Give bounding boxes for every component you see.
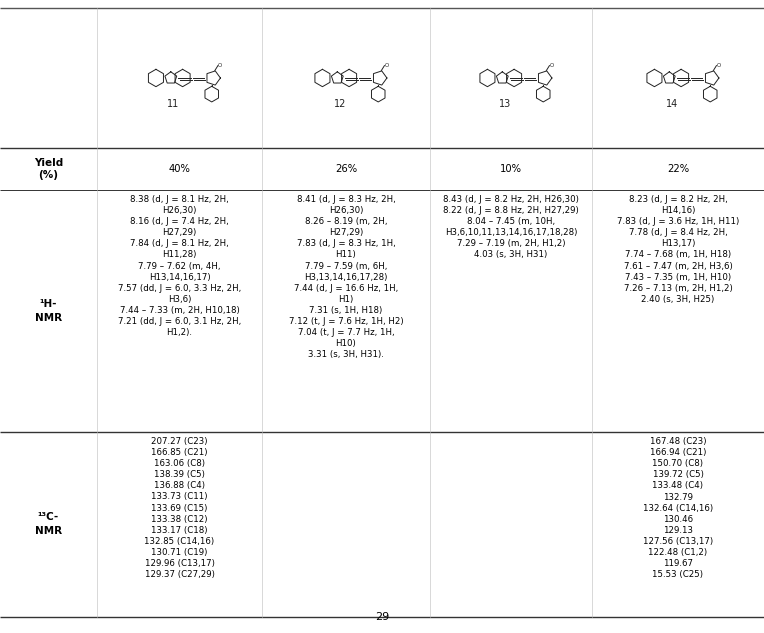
Text: 8.41 (d, J = 8.3 Hz, 2H,
H26,30)
8.26 – 8.19 (m, 2H,
H27,29)
7.83 (d, J = 8.3 Hz: 8.41 (d, J = 8.3 Hz, 2H, H26,30) 8.26 – …	[289, 195, 403, 360]
Text: O: O	[717, 63, 720, 68]
Text: 207.27 (C23)
166.85 (C21)
163.06 (C8)
138.39 (C5)
136.88 (C4)
133.73 (C11)
133.6: 207.27 (C23) 166.85 (C21) 163.06 (C8) 13…	[144, 437, 215, 579]
Text: 11: 11	[167, 99, 180, 109]
Text: 22%: 22%	[667, 164, 689, 174]
Text: 167.48 (C23)
166.94 (C21)
150.70 (C8)
139.72 (C5)
133.48 (C4)
132.79
132.64 (C14: 167.48 (C23) 166.94 (C21) 150.70 (C8) 13…	[643, 437, 713, 579]
Text: 10%: 10%	[500, 164, 522, 174]
Text: O: O	[549, 63, 554, 68]
Text: 40%: 40%	[169, 164, 190, 174]
Text: 14: 14	[665, 99, 678, 109]
Text: 8.38 (d, J = 8.1 Hz, 2H,
H26,30)
8.16 (d, J = 7.4 Hz, 2H,
H27,29)
7.84 (d, J = 8: 8.38 (d, J = 8.1 Hz, 2H, H26,30) 8.16 (d…	[118, 195, 241, 337]
Text: O: O	[218, 63, 222, 68]
Text: 8.43 (d, J = 8.2 Hz, 2H, H26,30)
8.22 (d, J = 8.8 Hz, 2H, H27,29)
8.04 – 7.45 (m: 8.43 (d, J = 8.2 Hz, 2H, H26,30) 8.22 (d…	[443, 195, 579, 260]
Text: ¹³C-: ¹³C-	[38, 513, 59, 522]
Text: 13: 13	[499, 99, 511, 109]
Text: NMR: NMR	[35, 527, 62, 537]
Text: Yield: Yield	[34, 158, 63, 168]
Text: O: O	[384, 63, 389, 68]
Text: 12: 12	[334, 99, 346, 109]
Text: NMR: NMR	[35, 313, 62, 323]
Text: 26%: 26%	[335, 164, 357, 174]
Text: (%): (%)	[38, 170, 59, 180]
Text: ¹H-: ¹H-	[40, 299, 57, 309]
Text: 29: 29	[375, 612, 389, 622]
Text: 8.23 (d, J = 8.2 Hz, 2H,
H14,16)
7.83 (d, J = 3.6 Hz, 1H, H11)
7.78 (d, J = 8.4 : 8.23 (d, J = 8.2 Hz, 2H, H14,16) 7.83 (d…	[617, 195, 739, 304]
